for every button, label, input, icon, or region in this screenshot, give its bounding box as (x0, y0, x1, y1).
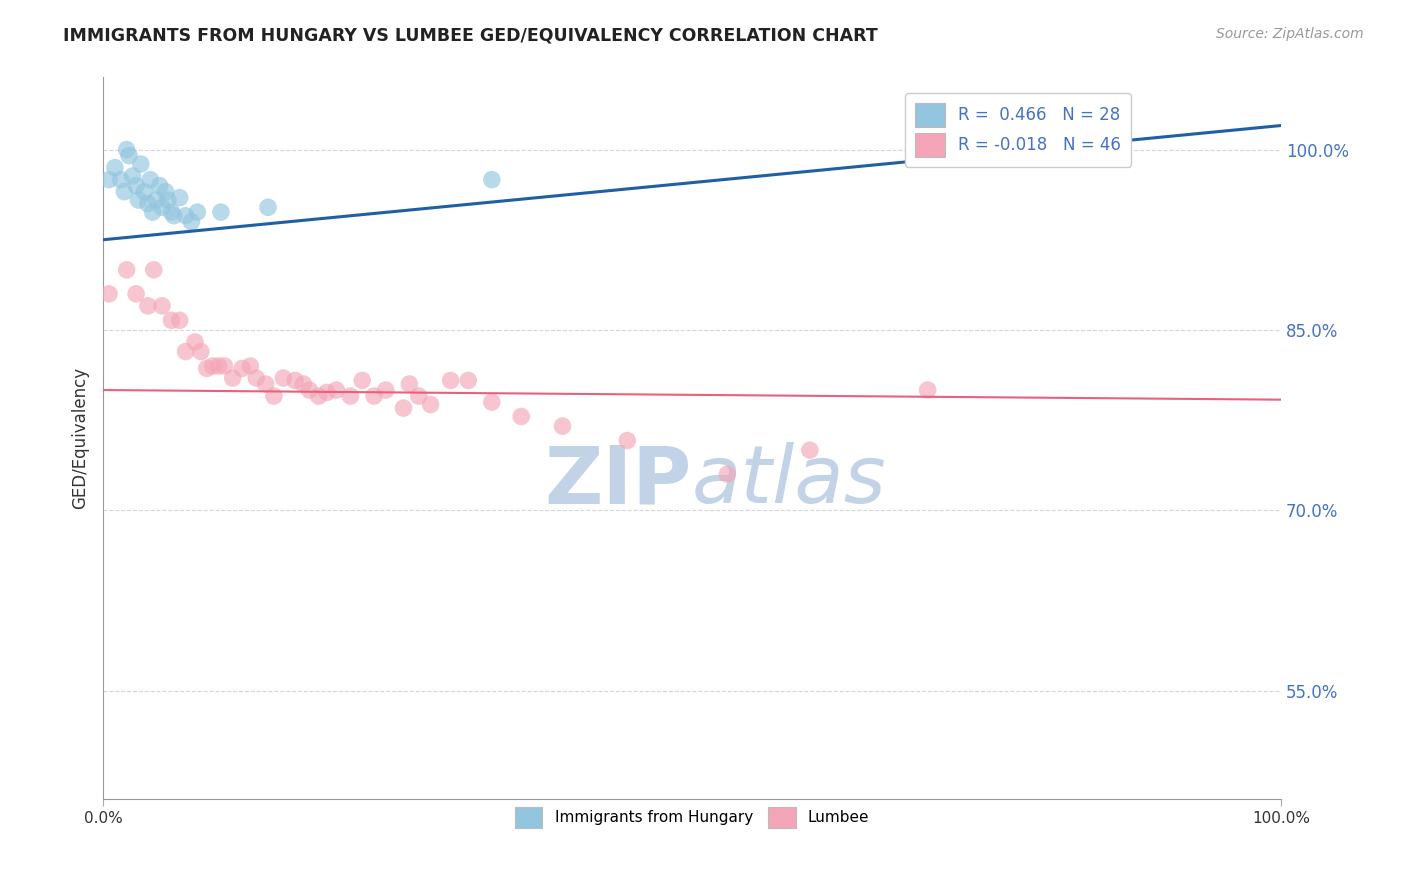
Point (136, 196, 159, 211)
Point (156, 193, 179, 207)
Point (201, 359, 224, 373)
Point (616, 434, 638, 448)
Point (121, 169, 143, 183)
Point (245, 371, 267, 385)
Point (292, 377, 315, 392)
Point (174, 209, 197, 223)
Point (419, 397, 441, 411)
Text: IMMIGRANTS FROM HUNGARY VS LUMBEE GED/EQUIVALENCY CORRELATION CHART: IMMIGRANTS FROM HUNGARY VS LUMBEE GED/EQ… (63, 27, 877, 45)
Point (257, 200, 280, 214)
Point (284, 373, 307, 387)
Point (481, 395, 503, 409)
Point (145, 193, 167, 207)
Point (207, 359, 229, 373)
Point (127, 193, 149, 207)
Point (308, 389, 330, 403)
Point (457, 373, 479, 387)
Y-axis label: GED/Equivalency: GED/Equivalency (72, 368, 89, 509)
Point (551, 419, 574, 434)
Point (174, 344, 197, 359)
Point (221, 371, 243, 385)
Point (374, 383, 396, 397)
Point (104, 161, 127, 175)
Point (254, 377, 277, 392)
Point (186, 205, 208, 219)
Point (325, 383, 347, 397)
Text: Source: ZipAtlas.com: Source: ZipAtlas.com (1216, 27, 1364, 41)
Point (129, 157, 152, 171)
Point (263, 389, 285, 403)
Text: atlas: atlas (692, 442, 887, 520)
Point (115, 143, 138, 157)
Point (169, 313, 191, 327)
Point (139, 172, 162, 186)
Point (149, 178, 172, 193)
Point (118, 148, 141, 162)
Point (150, 299, 173, 313)
Point (150, 200, 173, 214)
Point (195, 361, 218, 376)
Point (392, 401, 415, 415)
Point (398, 377, 420, 392)
Point (142, 205, 165, 219)
Point (716, 467, 738, 482)
Point (180, 215, 202, 229)
Point (481, 172, 503, 186)
Point (408, 389, 430, 403)
Point (136, 299, 159, 313)
Point (799, 443, 821, 458)
Point (363, 389, 385, 403)
Point (112, 185, 135, 199)
Point (239, 359, 262, 373)
Point (510, 409, 533, 424)
Point (160, 205, 183, 219)
Point (298, 383, 321, 397)
Point (184, 334, 207, 349)
Text: ZIP: ZIP (544, 442, 692, 520)
Point (352, 373, 374, 387)
Point (339, 389, 361, 403)
Point (209, 205, 232, 219)
Point (163, 209, 186, 223)
Point (917, 383, 939, 397)
Point (231, 361, 253, 376)
Point (316, 385, 339, 400)
Point (125, 286, 148, 301)
Point (214, 359, 236, 373)
Point (439, 373, 461, 387)
Point (110, 172, 132, 186)
Legend: Immigrants from Hungary, Lumbee: Immigrants from Hungary, Lumbee (509, 801, 876, 835)
Point (125, 178, 148, 193)
Point (273, 371, 295, 385)
Point (115, 262, 138, 277)
Point (142, 262, 165, 277)
Point (160, 313, 183, 327)
Point (169, 191, 191, 205)
Point (134, 185, 156, 199)
Point (155, 185, 177, 199)
Point (190, 344, 212, 359)
Point (98, 172, 121, 186)
Point (1057, 130, 1080, 145)
Point (98, 286, 121, 301)
